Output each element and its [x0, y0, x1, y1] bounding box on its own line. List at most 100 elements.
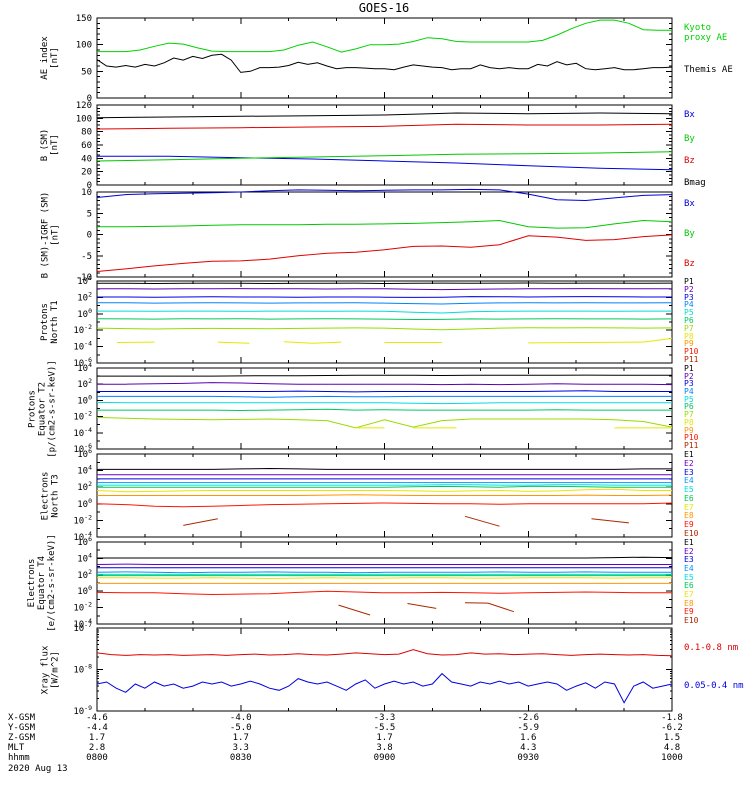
series-line [96, 488, 672, 493]
bottom-axis-row-z-gsm: Z-GSM 1.7 1.7 1.7 1.6 1.5 [0, 733, 750, 744]
series-line [97, 556, 673, 559]
axis-row-label: hhmm [8, 753, 30, 763]
y-tick-label: 10-8 [73, 663, 92, 676]
legend-electrons-north-t3-e8: E8 [684, 511, 694, 521]
y-tick-label: 104 [77, 361, 92, 374]
series-line [97, 395, 672, 398]
bottom-axis-row-y-gsm: Y-GSM -4.4 -5.0 -5.5 -5.9 -6.2 [0, 723, 750, 734]
y-tick-label: 102 [77, 480, 92, 493]
y-tick-label: 100 [77, 307, 92, 320]
y-tick-label: 10-7 [73, 621, 92, 634]
panel-electrons-equator-t4: 10-4 10-2 100 102 104 106 [73, 535, 673, 630]
axis-row-value: 2.8 [88, 743, 106, 753]
series-line [97, 467, 672, 470]
y-tick-label: 100 [77, 584, 92, 597]
legend-b-sm-bz: Bz [684, 156, 695, 167]
legend-electrons-north-t3-e9: E9 [684, 520, 694, 530]
y-tick-label: 10-9 [73, 704, 92, 717]
series-line [407, 603, 437, 609]
y-tick-label: 10-2 [73, 410, 92, 423]
y-tick-label: 102 [77, 377, 92, 390]
legend-b-sm-by: By [684, 134, 695, 144]
y-tick-label: 102 [77, 290, 92, 303]
legend-ae-index-themis-ae: Themis AE [684, 64, 733, 75]
y-tick-label: 0 [87, 231, 92, 241]
legend-electrons-equator-t4-e5: E5 [684, 572, 694, 582]
legend-protons-equator-t2-p1: P1 [684, 364, 694, 373]
axis-row-value: 1.5 [663, 733, 681, 743]
legend-xray-flux-0.05-0.4-nm: 0.05-0.4 nm [684, 681, 744, 692]
y-tick-label: 10-4 [73, 617, 92, 630]
legend-protons-equator-t2-p4: P4 [684, 387, 694, 397]
y-tick-label: -10 [76, 273, 92, 283]
series-line [96, 649, 673, 657]
legend-electrons-north-t3-e7: E7 [684, 502, 694, 512]
series-line [283, 341, 342, 344]
axis-row-value: 4.8 [663, 743, 681, 753]
legend-protons-north-t1-p11: P11 [684, 354, 699, 364]
panel-electrons-north-t3: 10-4 10-2 100 102 104 106 [73, 447, 673, 543]
axis-row-value: 4.3 [520, 743, 537, 753]
panel-b-sm: 0 20 40 60 80 100 120 [76, 101, 673, 191]
legend-b-sm-igrf-bx: Bx [684, 199, 695, 210]
series-line [96, 151, 673, 162]
y-tick-label: 60 [81, 141, 92, 151]
y-tick-label: 102 [77, 568, 92, 581]
axis-row-label: X-GSM [8, 713, 36, 723]
axis-row-value: 1.7 [232, 733, 249, 743]
y-tick-label: 104 [77, 551, 92, 564]
series-line [96, 327, 673, 331]
legend-protons-equator-t2-p5: P5 [684, 394, 694, 404]
axis-row-value: -2.6 [517, 713, 540, 723]
series-line [96, 188, 673, 202]
series-line [96, 590, 672, 596]
legend-xray-flux-0.1-0.8-nm: 0.1-0.8 nm [684, 643, 739, 654]
y-tick-label: 5 [87, 209, 92, 219]
axis-row-value: -1.8 [661, 713, 683, 723]
axis-row-value: -6.2 [661, 723, 683, 733]
series-line [97, 494, 673, 496]
y-tick-label: 10-2 [73, 323, 92, 336]
y-tick-label: 0 [87, 181, 92, 191]
legend-ae-index-kyoto: Kyoto proxy AE [684, 23, 728, 43]
series-line [97, 382, 673, 386]
axis-row-value: 3.3 [232, 743, 249, 753]
series-line [591, 518, 629, 524]
series-line [97, 155, 673, 171]
legend-protons-north-t1-p5: P5 [684, 308, 694, 318]
y-tick-label: 0 [87, 94, 92, 104]
legend-protons-equator-t2-p8: P8 [684, 417, 694, 427]
axis-row-value: 0900 [373, 753, 396, 763]
y-tick-label: 120 [76, 101, 92, 111]
series-line [96, 123, 673, 130]
legend-electrons-north-t3-e10: E10 [684, 528, 699, 538]
axis-row-value: -4.6 [86, 713, 108, 723]
y-tick-label: -5 [81, 252, 92, 262]
y-tick-label: 10-2 [73, 513, 92, 526]
date-label: 2020 Aug 13 [8, 764, 68, 774]
panel-xray-flux: 10-9 10-8 10-7 [73, 621, 673, 717]
legend-protons-north-t1-p8: P8 [684, 331, 694, 341]
legend-protons-equator-t2-p6: P6 [684, 402, 694, 412]
legend-b-sm-igrf-bz: Bz [684, 258, 695, 269]
y-tick-label: 10 [81, 188, 92, 198]
series-line [96, 53, 673, 73]
axis-row-value: -5.0 [229, 723, 252, 733]
legend-electrons-north-t3-e4: E4 [684, 476, 694, 486]
legend-electrons-equator-t4-e6: E6 [684, 581, 694, 591]
series-line [96, 401, 672, 405]
series-line [217, 341, 250, 344]
series-line [97, 19, 672, 53]
y-tick-label: 40 [81, 154, 92, 164]
series-line [338, 604, 371, 616]
legend-b-sm-igrf-by: By [684, 228, 695, 239]
series-line [97, 408, 672, 412]
legend-electrons-equator-t4-e10: E10 [684, 615, 699, 625]
legend-b-sm-bmag: Bmag [684, 178, 706, 188]
y-tick-label: 100 [77, 393, 92, 406]
chart-title: GOES-16 [358, 1, 410, 15]
legend-electrons-equator-t4-e8: E8 [684, 598, 694, 608]
legend-protons-north-t1-p9: P9 [684, 339, 694, 349]
series-line [97, 282, 673, 285]
series-line [96, 502, 673, 508]
